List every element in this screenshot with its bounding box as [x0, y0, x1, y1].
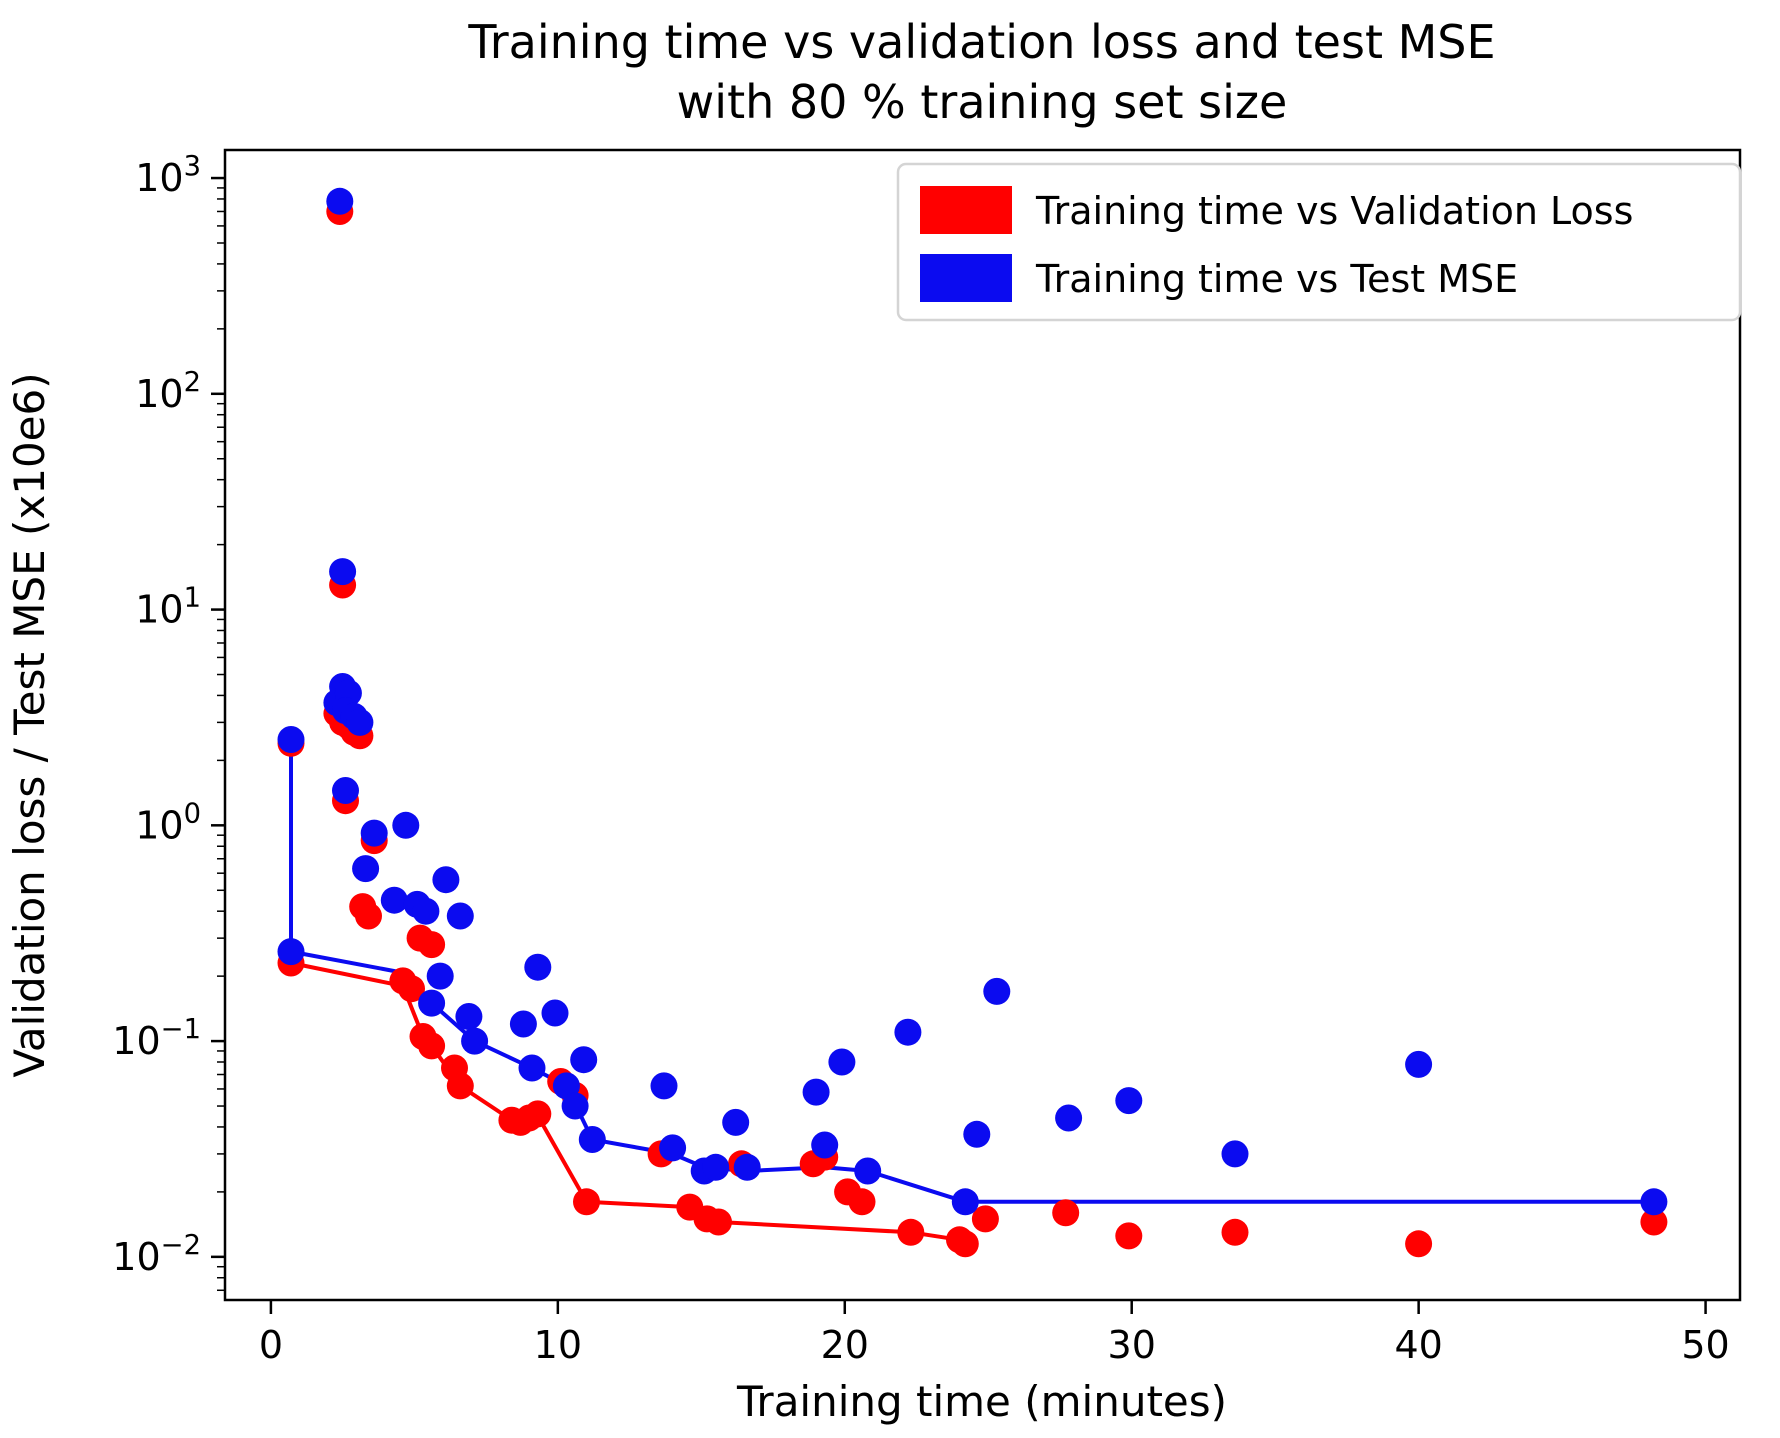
x-tick-label: 20: [821, 1323, 869, 1367]
scatter-point: [346, 708, 374, 736]
scatter-point: [894, 1018, 922, 1046]
x-tick-label: 40: [1394, 1323, 1442, 1367]
scatter-point: [897, 1218, 925, 1246]
scatter-point: [352, 855, 380, 883]
scatter-point: [578, 1126, 606, 1153]
scatter-point: [418, 989, 446, 1017]
scatter-point: [355, 902, 382, 930]
scatter-point: [702, 1153, 730, 1181]
scatter-point: [418, 931, 446, 959]
scatter-point: [518, 1054, 546, 1082]
x-axis-label: Training time (minutes): [736, 1377, 1227, 1426]
scatter-point: [1640, 1188, 1668, 1216]
scatter-point: [573, 1188, 600, 1216]
scatter-point: [524, 1100, 552, 1128]
scatter-point: [828, 1048, 856, 1076]
scatter-point: [326, 187, 354, 215]
scatter-point: [455, 1003, 483, 1030]
x-tick-label: 0: [259, 1323, 283, 1367]
scatter-point: [705, 1208, 732, 1236]
scatter-point: [1221, 1140, 1249, 1168]
axes-layer: 0 10 20 30 40 50 103 102 101 100 10−1 10−2: [112, 148, 1742, 1367]
x-tick-label: 10: [534, 1323, 582, 1367]
legend-label-test-mse: Training time vs Test MSE: [1035, 257, 1518, 301]
scatter-point: [722, 1108, 750, 1136]
scatter-point: [277, 726, 305, 753]
scatter-point: [412, 897, 440, 925]
y-tick-label: 102: [135, 367, 201, 416]
scatter-point: [446, 902, 474, 930]
scatter-point: [848, 1188, 876, 1216]
y-tick-label: 101: [135, 583, 201, 632]
scatter-point: [733, 1153, 761, 1181]
scatter-point: [983, 977, 1011, 1005]
scatter-point: [426, 962, 454, 990]
scatter-point: [398, 975, 425, 1003]
y-tick-label: 103: [135, 151, 201, 200]
scatter-point: [432, 866, 460, 894]
scatter-point: [418, 1032, 446, 1060]
legend-swatch-test-mse: [920, 254, 1012, 302]
chart-title-line2: with 80 % training set size: [677, 75, 1288, 129]
scatter-point: [332, 777, 359, 804]
y-tick-label: 100: [135, 798, 201, 847]
plot-frame: [223, 148, 1742, 1302]
y-axis-label: Validation loss / Test MSE (x10e6): [5, 372, 54, 1077]
legend-label-validation-loss: Training time vs Validation Loss: [1035, 189, 1633, 233]
scatter-point: [360, 819, 388, 847]
chart-title-line1: Training time vs validation loss and tes…: [467, 15, 1495, 69]
scatter-point: [561, 1092, 589, 1120]
y-tick-label: 10−2: [112, 1230, 201, 1279]
scatter-point: [650, 1072, 678, 1100]
scatter-point: [854, 1157, 882, 1185]
scatter-point: [963, 1120, 991, 1148]
scatter-point: [380, 886, 408, 914]
scatter-point: [1640, 1208, 1668, 1236]
scatter-point: [1052, 1199, 1080, 1227]
scatter-point: [509, 1010, 537, 1038]
x-tick-label: 50: [1681, 1323, 1729, 1367]
scatter-point: [446, 1072, 474, 1100]
scatter-point: [541, 999, 569, 1027]
y-tick-label: 10−1: [112, 1014, 201, 1063]
scatter-point: [329, 558, 357, 586]
scatter-point: [1405, 1050, 1433, 1078]
scatter-point: [1055, 1104, 1083, 1132]
scatter-point: [277, 938, 305, 966]
series-layer: [277, 187, 1668, 1258]
x-tick-label: 30: [1108, 1323, 1156, 1367]
scatter-point: [1405, 1230, 1433, 1258]
scatter-point: [392, 811, 420, 839]
scatter-point: [570, 1046, 598, 1074]
scatter-point: [1115, 1222, 1143, 1250]
scatter-point: [659, 1134, 687, 1162]
scatter-point: [971, 1205, 999, 1233]
scatter-point: [461, 1027, 489, 1055]
scatter-point: [802, 1078, 830, 1106]
scatter-point: [1221, 1218, 1249, 1246]
scatter-point: [951, 1188, 979, 1216]
legend-swatch-validation-loss: [920, 186, 1012, 234]
legend: Training time vs Validation Loss Trainin…: [896, 162, 1742, 322]
scatter-point: [951, 1230, 979, 1258]
scatter-point: [524, 953, 552, 981]
scatter-point: [811, 1131, 839, 1159]
legend-box: [896, 162, 1742, 322]
scatter-point: [1115, 1087, 1143, 1115]
